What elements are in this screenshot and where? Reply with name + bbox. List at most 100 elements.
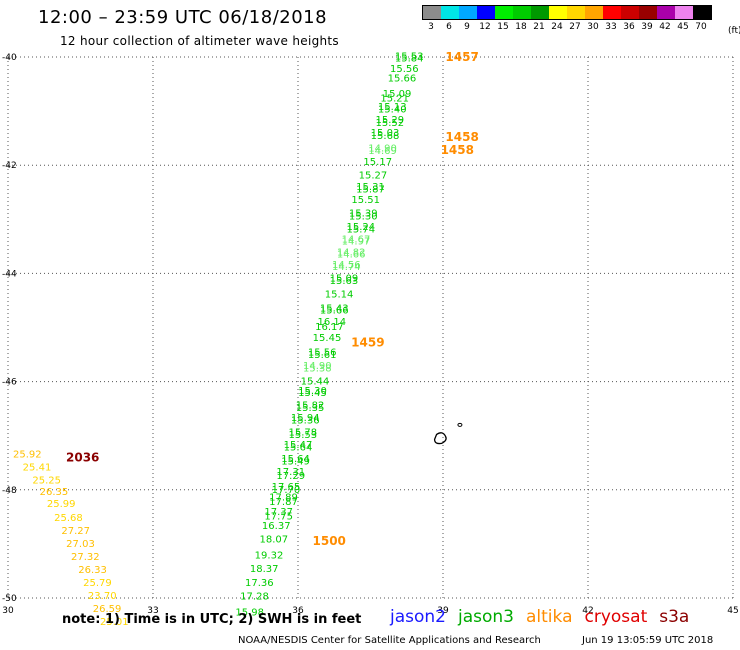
swh-value-jason3: 14.97 [342, 237, 371, 248]
pass-time-label: 2036 [66, 450, 99, 464]
legend-swatch [513, 6, 531, 19]
mission-cryosat: cryosat [584, 607, 648, 627]
legend-label: 12 [479, 22, 491, 32]
legend-swatch [693, 6, 711, 19]
swh-value-jason3: 15.09 [330, 274, 359, 285]
lat-tick-label: -40 [2, 53, 17, 63]
swh-value-jason3: 15.56 [308, 348, 337, 359]
swh-value-jason3: 14.82 [337, 248, 366, 259]
swh-value-jason3: 15.51 [351, 195, 380, 206]
lon-tick-label: 33 [147, 606, 158, 616]
legend-swatch [441, 6, 459, 19]
legend-label: 45 [677, 22, 689, 32]
swh-value-jason3: 14.56 [332, 260, 361, 271]
legend-swatch [531, 6, 549, 19]
swh-value-cryosat: 25.25 [32, 475, 61, 486]
legend-unit: (ft) [728, 26, 740, 36]
legend-swatch [567, 6, 585, 19]
swh-value-jason3: 15.68 [371, 131, 400, 142]
swh-value-jason3: 15.66 [388, 73, 417, 84]
swh-value-jason3: 15.38 [303, 363, 332, 374]
axis-labels: 30 33 36 39 42 45 -40 -42 -44 -46 -48 -50 [2, 53, 739, 616]
legend-label: 36 [623, 22, 635, 32]
legend-label: 24 [551, 22, 563, 32]
swh-value-cryosat: 27.03 [66, 539, 95, 550]
lon-tick-label: 42 [582, 606, 593, 616]
legend-label: 15 [497, 22, 509, 32]
legend-label: 3 [428, 22, 434, 32]
legend-label: 6 [446, 22, 452, 32]
swh-value-jason3: 15.53 [395, 52, 424, 63]
legend-label: 42 [659, 22, 671, 32]
swh-value-jason3: 15.49 [281, 456, 310, 467]
swh-value-jason3: 15.56 [390, 64, 419, 75]
legend-labels: 3 6 9 12 15 18 21 24 27 30 33 36 39 42 45 70 [422, 20, 712, 34]
pass-time-label: 1459 [351, 336, 384, 350]
page-subtitle: 12 hour collection of altimeter wave hei… [60, 34, 339, 48]
swh-value-jason3: 15.40 [378, 105, 407, 116]
swh-value-jason3: 15.14 [325, 290, 354, 301]
legend-swatch [423, 6, 441, 19]
page-title: 12:00 – 23:59 UTC 06/18/2018 [38, 7, 328, 28]
swh-value-jason3: 14.74 [332, 262, 361, 273]
swh-value-jason3: 15.29 [376, 115, 405, 126]
legend-label: 33 [605, 22, 617, 32]
swh-value-jason3: 15.24 [347, 222, 376, 233]
swh-value-jason3: 15.21 [380, 93, 409, 104]
swh-value-jason3: 17.89 [269, 493, 298, 504]
swh-value-jason3: 14.66 [337, 250, 366, 261]
lat-tick-label: -48 [2, 486, 17, 496]
swh-value-cryosat: 25.01 [100, 617, 129, 628]
swh-value-jason3: 15.98 [235, 607, 264, 618]
swh-value-cryosat: 25.79 [83, 578, 112, 589]
legend-swatches [422, 5, 712, 20]
swh-value-jason3: 16.17 [315, 322, 344, 333]
lat-tick-label: -42 [2, 161, 17, 171]
swh-value-jason3: 15.64 [281, 454, 310, 465]
swh-value-jason3: 18.37 [250, 564, 279, 575]
lat-tick-label: -44 [2, 269, 17, 279]
swh-value-jason3: 15.30 [349, 211, 378, 222]
swh-value-jason3: 17.36 [245, 578, 274, 589]
swh-value-jason3: 15.66 [320, 305, 349, 316]
legend-label: 9 [464, 22, 470, 32]
legend-label: 27 [569, 22, 581, 32]
lat-tick-label: -50 [2, 594, 17, 604]
lat-tick-label: -46 [2, 378, 17, 388]
swh-value-jason3: 14.69 [368, 146, 397, 157]
swh-value-jason3: 15.82 [296, 401, 325, 412]
swh-value-cryosat: 26.33 [78, 565, 107, 576]
swh-value-jason3: 17.70 [272, 485, 301, 496]
swh-value-jason3: 15.94 [291, 413, 320, 424]
swh-value-jason3: 15.47 [284, 440, 313, 451]
legend-swatch [477, 6, 495, 19]
mission-altika: altika [526, 607, 573, 627]
swh-value-jason3: 15.45 [298, 388, 327, 399]
swh-value-jason3: 15.53 [289, 430, 318, 441]
swh-value-jason3: 15.27 [359, 171, 388, 182]
swh-value-jason3: 15.45 [313, 333, 342, 344]
swh-value-jason3: 15.61 [308, 350, 337, 361]
legend-swatch [657, 6, 675, 19]
mission-jason3: jason3 [458, 607, 514, 627]
legend-swatch [495, 6, 513, 19]
pass-time-label: 1458 [441, 143, 474, 157]
swh-value-jason3: 19.32 [255, 551, 284, 562]
mission-legend: jason2 jason3 altika cryosat s3a [390, 607, 689, 627]
legend-label: 30 [587, 22, 599, 32]
lat-lon-grid [7, 56, 734, 599]
swh-value-jason3: 15.84 [395, 53, 424, 64]
legend-swatch [603, 6, 621, 19]
swh-value-cryosat: 27.27 [61, 526, 90, 537]
swh-value-jason3: 15.43 [320, 303, 349, 314]
legend-swatch [549, 6, 567, 19]
swh-value-jason3: 14.90 [368, 144, 397, 155]
swh-value-jason3: 17.75 [264, 512, 293, 523]
lon-tick-label: 30 [2, 606, 14, 616]
swh-value-cryosat: 26.59 [93, 604, 122, 615]
legend-swatch [585, 6, 603, 19]
swh-value-jason3: 14.67 [342, 235, 371, 246]
swh-value-jason3: 15.78 [289, 428, 318, 439]
